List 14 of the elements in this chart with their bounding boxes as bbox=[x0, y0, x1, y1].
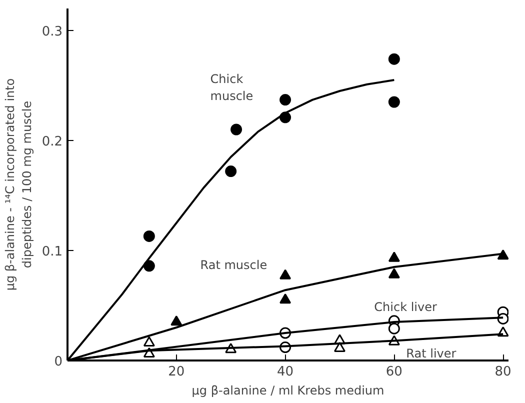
series-label: Rat muscle bbox=[200, 258, 268, 272]
y-tick-label: 0 bbox=[54, 354, 63, 370]
y-tick-label: 0.1 bbox=[42, 244, 63, 260]
x-tick-label: 40 bbox=[277, 364, 294, 380]
y-tick-label: 0.3 bbox=[42, 24, 63, 40]
y-tick-label: 0.2 bbox=[42, 134, 63, 150]
x-tick-label: 60 bbox=[386, 364, 402, 380]
series-label: Chick liver bbox=[374, 300, 437, 314]
x-tick-label: 80 bbox=[494, 364, 512, 380]
series-label: Rat liver bbox=[406, 346, 456, 361]
x-tick-label: 20 bbox=[168, 364, 185, 380]
x-axis-title: μg β-alanine / ml Krebs medium bbox=[192, 384, 384, 398]
y-axis-title: μg β-alanine - ¹⁴C incorporated into dipeptides / 100 mg muscle bbox=[3, 78, 34, 291]
text: Chick muscle bbox=[210, 72, 254, 103]
